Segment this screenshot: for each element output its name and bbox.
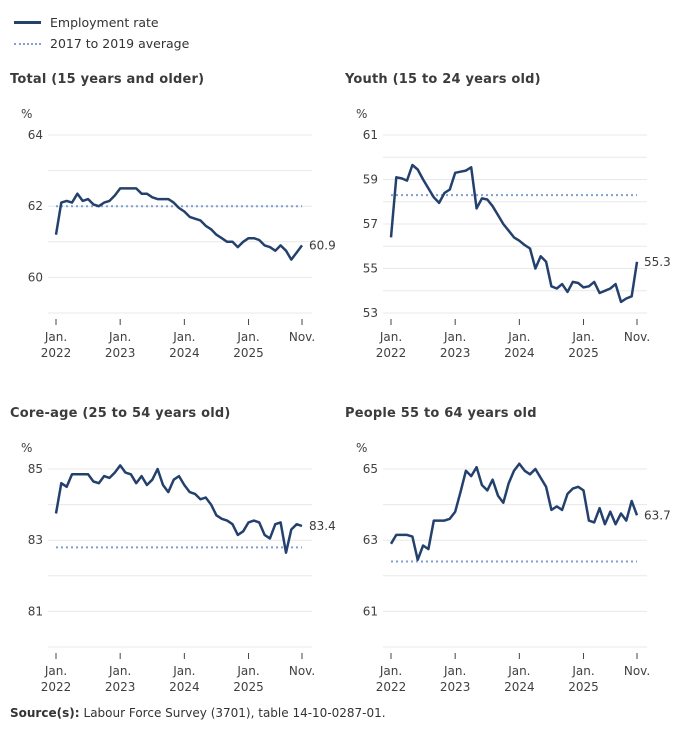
x-axis-tick-label: Jan. xyxy=(44,330,67,344)
chart-title-youth: Youth (15 to 24 years old) xyxy=(345,72,541,87)
line-chart-55-to-64: 65 63 61% Jan. 2022 Jan. 2023 Jan. 2024 Jan. 2025 N… xyxy=(356,441,671,694)
source-note: Source(s): Labour Force Survey (3701), ta… xyxy=(10,706,675,720)
x-axis-tick-label: 2023 xyxy=(105,680,136,694)
source-prefix: Source(s): xyxy=(10,706,80,720)
y-axis-unit-label: % xyxy=(21,441,32,455)
y-axis-unit-label: % xyxy=(356,107,367,121)
legend-item-average: 2017 to 2019 average xyxy=(14,33,675,54)
x-axis-tick-label: 2022 xyxy=(41,346,72,360)
y-axis-tick-label: 85 xyxy=(28,462,43,476)
y-axis-tick-label: 81 xyxy=(28,604,43,618)
y-axis-unit-label: % xyxy=(21,107,32,121)
x-axis-tick-label: 2022 xyxy=(376,680,407,694)
x-axis-tick-label: Jan. xyxy=(379,330,402,344)
line-chart-total: 64 62 60% Jan. 2022 Jan. 2023 Jan. 2024 Jan. 2025 N… xyxy=(21,107,336,360)
legend-label: Employment rate xyxy=(50,15,159,30)
y-axis-tick-label: 61 xyxy=(363,128,378,142)
x-axis-tick-label: 2025 xyxy=(233,346,264,360)
end-value-label: 55.3 xyxy=(644,255,671,269)
x-axis-tick-label: 2025 xyxy=(568,346,599,360)
x-axis-tick-label: Jan. xyxy=(443,330,466,344)
x-axis-tick-label: 2024 xyxy=(504,680,535,694)
end-value-label: 60.9 xyxy=(309,238,336,252)
legend: Employment rate 2017 to 2019 average xyxy=(0,0,675,54)
y-axis-tick-label: 55 xyxy=(363,262,378,276)
y-axis-tick-label: 57 xyxy=(363,217,378,231)
chart-title-55-to-64: People 55 to 64 years old xyxy=(345,406,537,421)
x-axis-tick-label: Jan. xyxy=(507,664,530,678)
x-axis-tick-label: 2022 xyxy=(376,346,407,360)
x-axis-tick-label: Jan. xyxy=(236,664,259,678)
x-axis-tick-label: Nov. xyxy=(624,664,650,678)
x-axis-tick-label: 2023 xyxy=(105,346,136,360)
x-axis-tick-label: Jan. xyxy=(571,330,594,344)
y-axis-tick-label: 53 xyxy=(363,306,378,320)
legend-item-employment-rate: Employment rate xyxy=(14,12,675,33)
y-axis-tick-label: 59 xyxy=(363,173,378,187)
gridlines xyxy=(383,134,647,314)
y-axis-tick-label: 83 xyxy=(28,533,43,547)
x-axis-tick-label: Jan. xyxy=(108,664,131,678)
x-axis-tick-label: 2024 xyxy=(504,346,535,360)
x-axis-tick-label: 2025 xyxy=(568,680,599,694)
x-axis-tick-label: Jan. xyxy=(236,330,259,344)
x-axis-tick-label: 2022 xyxy=(41,680,72,694)
solid-line-swatch-icon xyxy=(14,21,41,24)
x-axis-tick-label: Jan. xyxy=(379,664,402,678)
x-axis-tick-label: Nov. xyxy=(289,330,315,344)
line-chart-youth: 61 59 57 55 53% Jan. 2022 Jan. 2023 Jan. 2024 Jan. 2… xyxy=(356,107,671,360)
chart-panel-total: Total (15 years and older) 64 62 60% Jan. 20… xyxy=(10,70,345,360)
dashed-line-swatch-icon xyxy=(14,42,41,45)
x-axis-tick-label: 2023 xyxy=(440,680,471,694)
y-axis-tick-label: 64 xyxy=(28,128,43,142)
x-axis-tick-label: Jan. xyxy=(443,664,466,678)
chart-title-core-age: Core-age (25 to 54 years old) xyxy=(10,406,231,421)
y-axis-tick-label: 61 xyxy=(363,604,378,618)
y-axis-tick-label: 63 xyxy=(363,533,378,547)
employment-rate-line xyxy=(54,187,304,261)
x-axis-tick-label: Jan. xyxy=(507,330,530,344)
chart-title-total: Total (15 years and older) xyxy=(10,72,205,87)
employment-rate-line xyxy=(389,163,639,304)
y-axis-tick-label: 62 xyxy=(28,199,43,213)
source-text: Labour Force Survey (3701), table 14-10-… xyxy=(83,706,386,720)
gridlines xyxy=(48,468,312,648)
y-axis-unit-label: % xyxy=(356,441,367,455)
x-axis-tick-label: Jan. xyxy=(44,664,67,678)
x-axis-tick-label: Nov. xyxy=(624,330,650,344)
chart-panel-55-to-64: People 55 to 64 years old 65 63 61% Jan. 202… xyxy=(345,404,675,694)
x-axis-tick-label: Jan. xyxy=(172,664,195,678)
x-axis-tick-label: Jan. xyxy=(571,664,594,678)
end-value-label: 63.7 xyxy=(644,508,671,522)
y-axis-tick-label: 65 xyxy=(363,462,378,476)
charts-grid: Total (15 years and older) 64 62 60% Jan. 20… xyxy=(0,70,675,694)
gridlines xyxy=(383,468,647,648)
x-axis-tick-label: 2024 xyxy=(169,680,200,694)
gridlines xyxy=(48,134,312,314)
x-axis-tick-label: 2023 xyxy=(440,346,471,360)
x-axis-tick-label: Nov. xyxy=(289,664,315,678)
y-axis-tick-label: 60 xyxy=(28,270,43,284)
employment-rate-line xyxy=(389,462,639,562)
end-value-label: 83.4 xyxy=(309,519,336,533)
chart-panel-youth: Youth (15 to 24 years old) 61 59 57 55 53% Ja… xyxy=(345,70,675,360)
x-axis-tick-label: 2024 xyxy=(169,346,200,360)
line-chart-core-age: 85 83 81% Jan. 2022 Jan. 2023 Jan. 2024 Jan. 2025 N… xyxy=(21,441,336,694)
employment-rate-line xyxy=(54,464,303,554)
legend-label: 2017 to 2019 average xyxy=(50,36,190,51)
x-axis-tick-label: Jan. xyxy=(172,330,195,344)
chart-panel-core-age: Core-age (25 to 54 years old) 85 83 81% Jan… xyxy=(10,404,345,694)
x-axis-tick-label: 2025 xyxy=(233,680,264,694)
x-axis-tick-label: Jan. xyxy=(108,330,131,344)
